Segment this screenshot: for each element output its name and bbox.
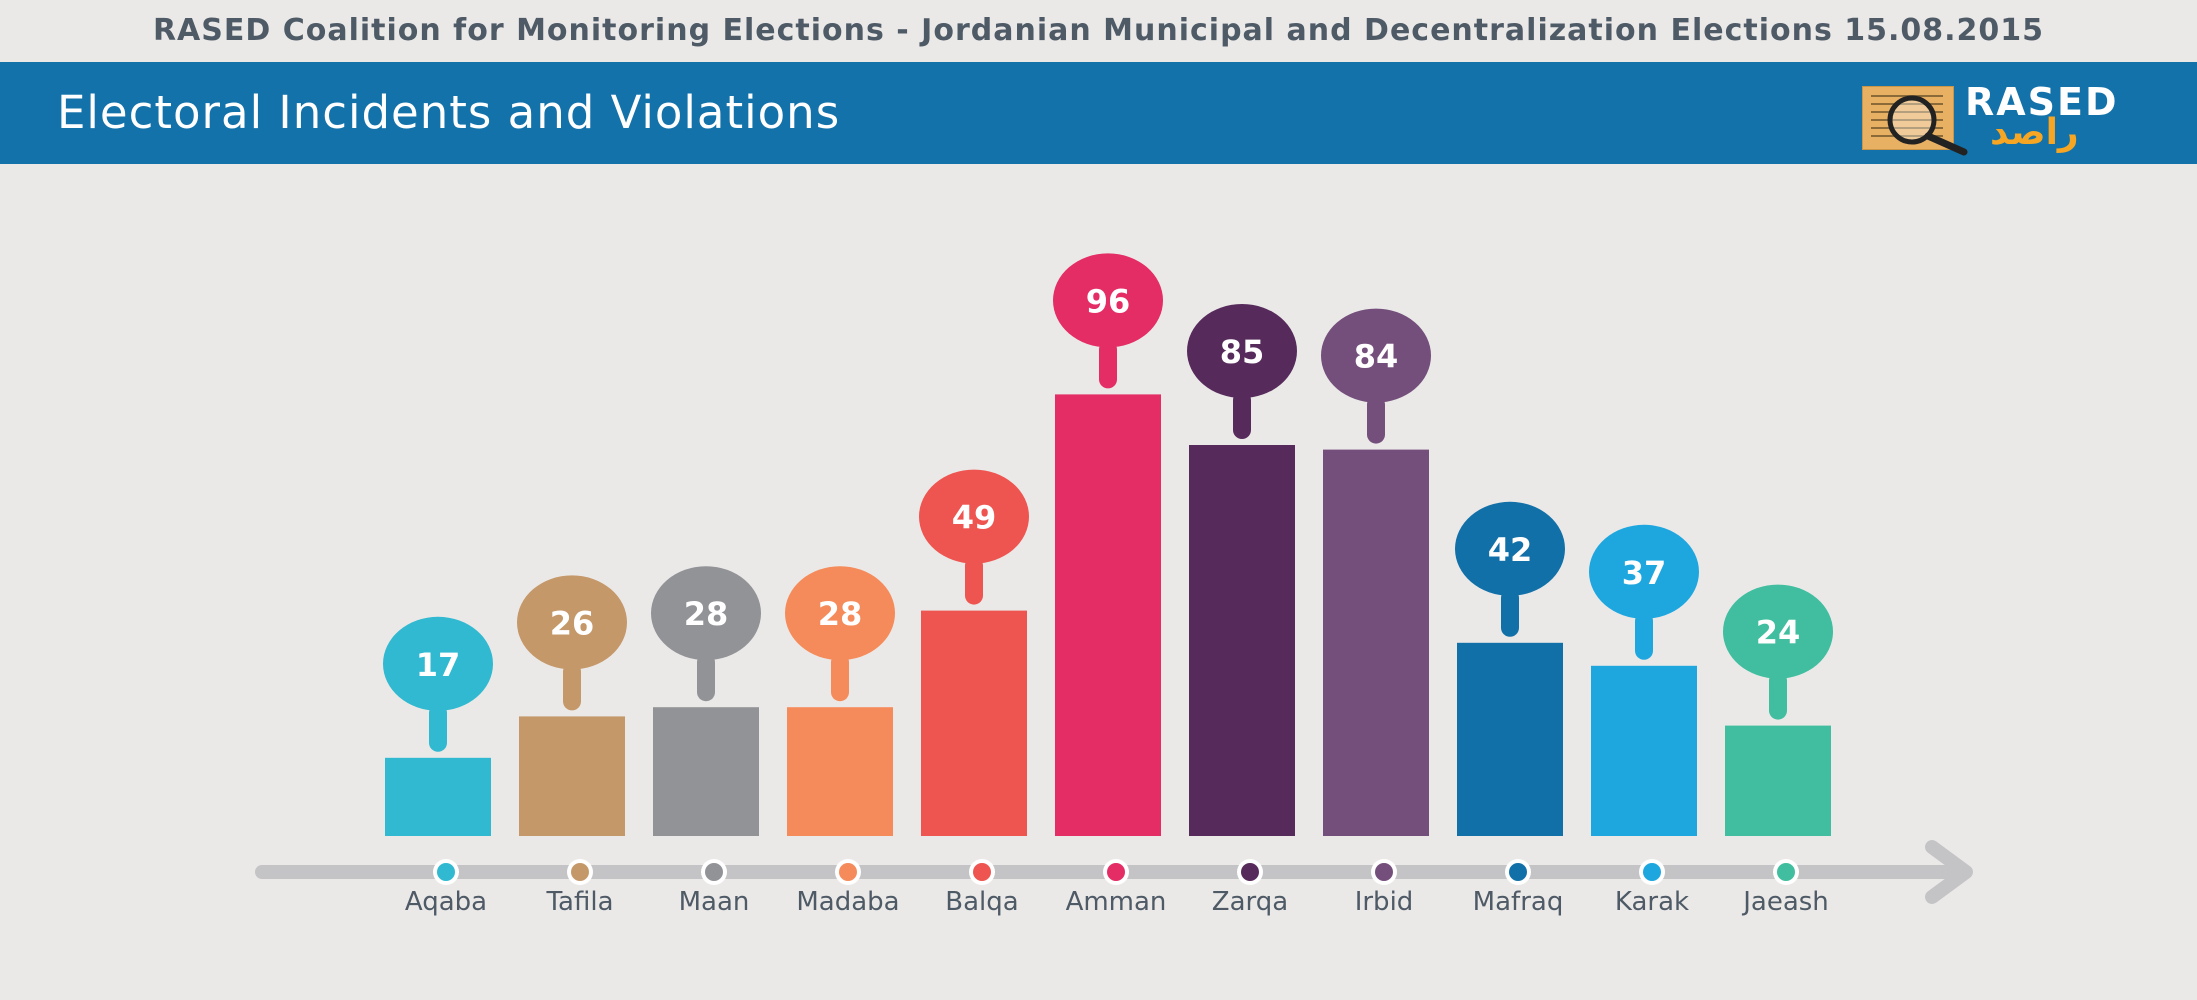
axis-dot <box>437 863 455 881</box>
x-tick-label: Maan <box>679 887 750 917</box>
x-tick-label: Irbid <box>1355 887 1414 917</box>
data-label: 85 <box>1220 333 1265 371</box>
chart-title: Electoral Incidents and Violations <box>57 86 841 139</box>
callout-bubble <box>1723 584 1833 679</box>
logo-text-en: RASED <box>1965 80 2119 124</box>
axis-dot <box>1777 863 1795 881</box>
logo-text-ar: راصد <box>1990 112 2079 153</box>
callout-bubble <box>383 616 493 711</box>
callout-stem <box>1501 588 1519 637</box>
callout-bubble <box>1589 524 1699 619</box>
axis-dot <box>1241 863 1259 881</box>
data-label: 28 <box>684 595 729 633</box>
bar-zarqa <box>1189 445 1295 836</box>
callout-bubble <box>1321 308 1431 403</box>
data-label: 28 <box>818 595 863 633</box>
data-label: 24 <box>1756 614 1801 652</box>
callout-stem <box>1099 340 1117 389</box>
axis-dot <box>571 863 589 881</box>
data-label: 42 <box>1488 531 1533 569</box>
axis-dot <box>1643 863 1661 881</box>
callout-bubble <box>1187 304 1297 398</box>
data-label: 96 <box>1086 282 1131 320</box>
x-tick-label: Madaba <box>796 887 899 917</box>
callout-stem <box>1769 671 1787 720</box>
callout-bubble <box>517 575 627 670</box>
axis-dot <box>705 863 723 881</box>
axis-dot <box>1107 863 1125 881</box>
axis-dot <box>1375 863 1393 881</box>
axis-dot <box>1509 863 1527 881</box>
x-axis-arrow <box>1925 840 1973 904</box>
data-label: 49 <box>952 499 997 537</box>
callout-bubble <box>651 566 761 661</box>
callout-stem <box>965 556 983 605</box>
callout-stem <box>1233 391 1251 439</box>
bar-madaba <box>787 707 893 836</box>
x-tick-label: Zarqa <box>1212 887 1288 917</box>
data-label: 37 <box>1622 554 1667 592</box>
callout-stem <box>563 662 581 711</box>
bar-tafila <box>519 716 625 836</box>
callout-stem <box>831 653 849 702</box>
axis-dot <box>839 863 857 881</box>
callout-stem <box>697 653 715 702</box>
bar-mafraq <box>1457 642 1563 836</box>
callout-stem <box>429 703 447 752</box>
callout-bubble <box>919 469 1029 564</box>
x-tick-label: Tafila <box>545 887 613 917</box>
rased-logo: RASED راصد <box>1860 80 2145 156</box>
bar-karak <box>1591 665 1697 836</box>
bar-irbid <box>1323 449 1429 836</box>
data-label: 26 <box>550 604 595 642</box>
report-header: RASED Coalition for Monitoring Elections… <box>0 0 2197 60</box>
bar-maan <box>653 707 759 836</box>
data-label: 84 <box>1354 338 1399 376</box>
callout-stem <box>1635 611 1653 660</box>
magnifier-icon <box>1887 95 1968 156</box>
axis-dot <box>973 863 991 881</box>
callout-bubble <box>1455 501 1565 596</box>
x-tick-label: Jaeash <box>1741 887 1829 917</box>
bar-aqaba <box>385 757 491 836</box>
title-banner: Electoral Incidents and Violations RASED… <box>0 62 2197 164</box>
callout-bubble <box>1053 253 1163 348</box>
x-tick-label: Mafraq <box>1473 887 1564 917</box>
data-label: 17 <box>416 646 461 684</box>
x-tick-label: Karak <box>1615 887 1689 917</box>
callout-bubble <box>785 566 895 661</box>
x-tick-label: Amman <box>1066 887 1167 917</box>
bar-amman <box>1055 394 1161 836</box>
bar-jaeash <box>1725 725 1831 836</box>
x-tick-label: Aqaba <box>405 887 487 917</box>
x-tick-label: Balqa <box>945 887 1018 917</box>
callout-stem <box>1367 395 1385 444</box>
bar-balqa <box>921 610 1027 836</box>
